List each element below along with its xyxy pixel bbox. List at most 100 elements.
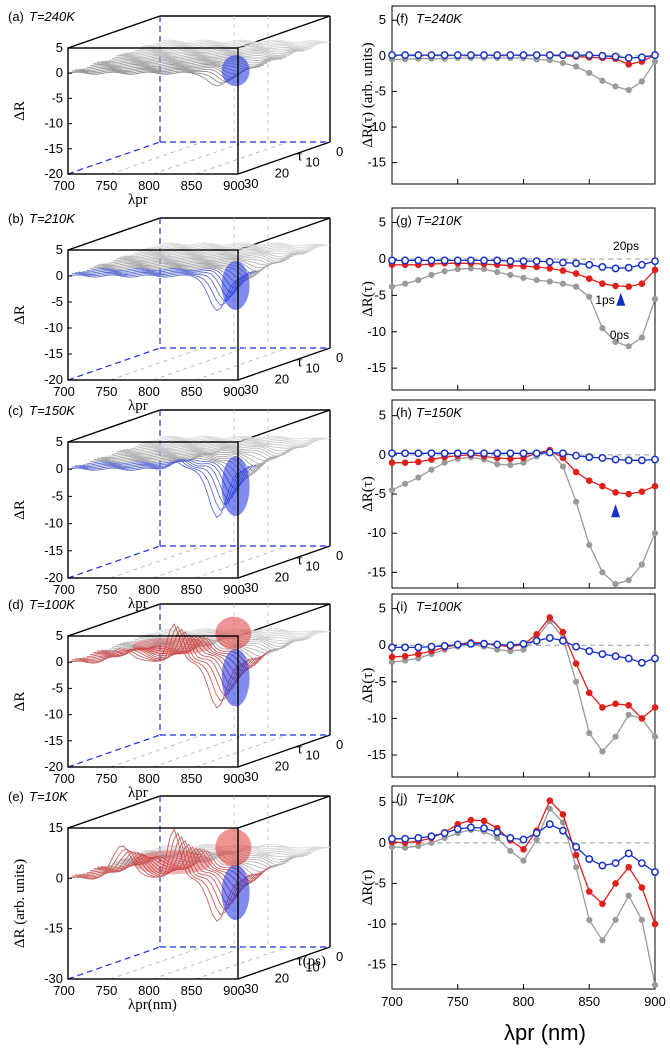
temperature-label: T=150K [416, 405, 463, 420]
waterfall-traces [67, 242, 331, 312]
x-tick-label: 850 [578, 994, 600, 1009]
series-annotation: 1ps [595, 293, 614, 307]
data-point [572, 468, 580, 476]
data-point [624, 54, 633, 62]
waterfall-trace [67, 623, 239, 709]
x-tick-label: 700 [53, 384, 75, 399]
box-edge [67, 217, 161, 251]
z-tick-label: 0 [56, 654, 63, 669]
series-0ps [388, 617, 659, 755]
data-point [546, 797, 554, 804]
y-axis-label: ΔR(τ) [360, 870, 376, 906]
data-point [415, 650, 422, 658]
data-point [573, 283, 580, 290]
data-point [585, 888, 593, 895]
data-point [440, 642, 449, 650]
y-tick-label: 0 [379, 835, 386, 850]
series-20ps [388, 820, 659, 877]
data-point [598, 263, 607, 271]
data-point [506, 834, 515, 842]
data-point [520, 274, 527, 281]
data-point [401, 834, 410, 843]
waterfall-trace [152, 42, 323, 46]
waterfall-trace [115, 450, 286, 462]
data-point [388, 486, 396, 494]
waterfall-trace [126, 253, 297, 262]
waterfall-trace [159, 242, 331, 246]
x-tick-label: 700 [53, 771, 75, 786]
data-point [612, 700, 619, 708]
x-tick-label: 700 [381, 994, 403, 1009]
data-point [545, 633, 554, 642]
y-tick-label: -15 [367, 564, 386, 579]
temperature-label: T=240K [416, 11, 463, 26]
series-1ps [388, 614, 659, 722]
waterfall-trace [130, 252, 301, 260]
data-point [559, 449, 567, 458]
panel-tag: (f) [396, 11, 408, 26]
series-1ps [388, 260, 659, 290]
temperature-label: T=100K [416, 599, 463, 614]
x-tick-label: 900 [223, 384, 245, 399]
waterfall-trace [71, 273, 243, 306]
data-point [453, 51, 462, 60]
waterfall-trace [123, 52, 294, 58]
tau-axis-label: τ [297, 552, 303, 568]
data-point [599, 325, 606, 332]
floor-grid-line [195, 141, 288, 175]
data-point [651, 920, 659, 928]
data-point [638, 488, 646, 495]
floor-grid-line [110, 141, 203, 175]
data-point [414, 643, 423, 652]
data-point [546, 614, 554, 621]
data-point [624, 263, 633, 272]
data-point [440, 256, 449, 265]
waterfall-trace [159, 39, 331, 43]
waterfall-trace [112, 56, 283, 61]
waterfall-trace [71, 459, 243, 511]
z-axis-label: ΔR [12, 305, 28, 325]
front-frame [67, 827, 239, 980]
box-edge [67, 15, 161, 49]
z-tick-label: -20 [44, 166, 63, 181]
waterfall-trace [108, 260, 279, 272]
waterfall-trace [67, 460, 239, 519]
plot-frame [391, 207, 656, 391]
box-edge [237, 141, 331, 175]
x-tick-label: 700 [53, 983, 75, 998]
tau-axis-label: τ [297, 354, 303, 370]
temperature-label: T=240K [29, 9, 76, 24]
shared-x-axis-label: λpr (nm) [504, 1020, 586, 1045]
x-axis-label: λpr [128, 785, 148, 801]
data-point [651, 51, 659, 60]
box-edge [67, 795, 161, 829]
data-point [559, 826, 567, 835]
data-point [401, 256, 410, 265]
waterfall-traces [67, 828, 331, 922]
data-point [388, 256, 396, 265]
box-edge [237, 545, 331, 579]
data-point [599, 482, 606, 490]
waterfall-trace [108, 453, 279, 469]
data-point [585, 275, 593, 282]
z-tick-label: -10 [44, 320, 63, 335]
box-edge [67, 603, 161, 637]
z-tick-label: 5 [56, 40, 63, 55]
y-tick-label: -5 [374, 875, 386, 890]
front-frame [67, 635, 239, 768]
x-axis-label: λpr [128, 398, 148, 414]
data-point [586, 916, 593, 924]
data-point [651, 295, 659, 303]
data-point [520, 646, 527, 653]
data-point [414, 51, 423, 60]
tau-tick-label: 20 [275, 165, 289, 180]
y-tick-label: -10 [367, 710, 386, 725]
waterfall-trace [130, 445, 301, 455]
data-point [480, 639, 488, 648]
floor-dashed-edge [67, 545, 161, 579]
data-point [572, 842, 581, 851]
z-tick-label: 5 [56, 242, 63, 257]
data-point [572, 270, 580, 277]
waterfall-trace [123, 636, 294, 651]
